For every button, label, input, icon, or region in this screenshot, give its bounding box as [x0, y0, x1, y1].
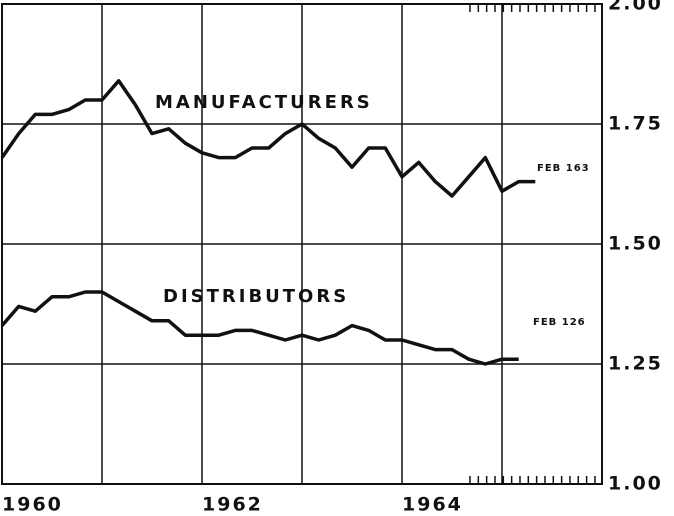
series-label: DISTRIBUTORS [163, 286, 349, 307]
y-tick-label: 1.75 [608, 113, 663, 135]
annotation: FEB 163 [537, 163, 590, 174]
series-line [0, 290, 519, 366]
x-tick-label: 1964 [402, 494, 463, 516]
y-tick-label: 1.25 [608, 353, 663, 375]
y-tick-label: 2.00 [608, 0, 663, 15]
y-tick-label: 1.50 [608, 233, 663, 255]
y-tick-label: 1.00 [608, 473, 663, 495]
series-label: MANUFACTURERS [155, 92, 373, 113]
x-tick-label: 1962 [202, 494, 263, 516]
series-line [0, 79, 536, 198]
x-tick-label: 1960 [2, 494, 63, 516]
annotation: FEB 126 [533, 317, 586, 328]
